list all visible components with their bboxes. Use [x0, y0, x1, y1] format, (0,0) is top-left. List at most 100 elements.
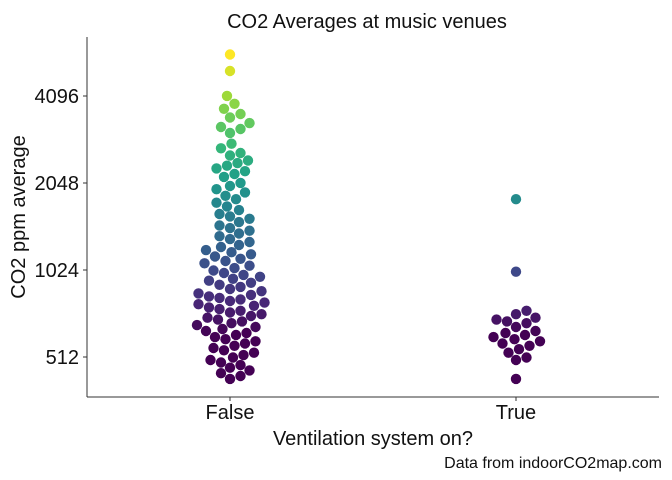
data-point	[500, 327, 511, 339]
data-point	[221, 201, 233, 212]
data-point	[235, 147, 246, 159]
data-point	[224, 283, 236, 295]
data-point	[224, 295, 236, 307]
data-point	[220, 255, 231, 267]
data-point	[250, 321, 261, 333]
data-point	[212, 314, 224, 325]
data-point	[236, 316, 248, 327]
data-point	[229, 340, 240, 351]
data-point	[229, 262, 240, 274]
data-points	[191, 49, 546, 385]
data-point	[510, 309, 522, 320]
data-point	[199, 258, 210, 269]
data-point	[244, 260, 255, 271]
chart-title: CO2 Averages at music venues	[227, 11, 507, 33]
data-point	[214, 279, 225, 290]
x-tick-label: False	[206, 402, 255, 424]
data-point	[221, 160, 233, 171]
data-point	[211, 184, 222, 195]
x-axis: False True	[87, 396, 659, 424]
data-point	[530, 325, 541, 337]
data-point	[235, 123, 246, 135]
data-point	[218, 267, 230, 279]
data-point	[534, 336, 546, 347]
data-point	[244, 365, 255, 376]
data-point	[203, 275, 215, 286]
y-tick-label: 4096	[35, 86, 80, 108]
data-point	[224, 373, 236, 385]
data-point	[238, 349, 249, 361]
data-point	[513, 344, 525, 355]
data-point	[224, 112, 236, 123]
data-point	[242, 155, 254, 166]
data-point	[226, 247, 237, 258]
data-point	[203, 302, 215, 313]
data-point	[215, 357, 227, 368]
data-point	[224, 307, 236, 318]
data-point	[235, 281, 246, 293]
data-point	[221, 90, 233, 102]
data-point	[521, 352, 532, 363]
data-point	[211, 197, 222, 208]
data-point	[230, 329, 242, 341]
data-point	[214, 208, 225, 220]
data-point	[510, 194, 522, 205]
data-point	[235, 253, 246, 264]
data-point	[238, 269, 249, 281]
data-point	[239, 166, 251, 177]
data-point	[521, 305, 532, 316]
data-point	[519, 329, 531, 341]
x-tick-label: True	[496, 402, 536, 424]
data-point	[235, 177, 246, 189]
data-point	[215, 368, 227, 379]
y-axis-label: CO2 ppm average	[8, 135, 30, 298]
data-point	[245, 289, 257, 301]
data-point	[233, 239, 245, 251]
data-point	[510, 266, 522, 277]
data-point	[233, 228, 245, 239]
data-point	[248, 300, 260, 311]
data-point	[224, 65, 236, 77]
data-point	[211, 163, 222, 174]
data-point	[226, 138, 237, 149]
data-point	[239, 187, 251, 198]
data-point	[202, 312, 213, 323]
data-point	[235, 108, 246, 120]
data-point	[191, 319, 203, 331]
data-point	[227, 352, 239, 363]
data-point	[200, 244, 212, 256]
data-point	[227, 273, 239, 284]
data-point	[209, 331, 221, 343]
data-point	[230, 194, 242, 205]
data-point	[501, 316, 513, 327]
data-point	[244, 236, 255, 248]
data-point	[241, 327, 252, 339]
data-point	[510, 354, 522, 366]
data-point	[215, 241, 227, 253]
data-point	[208, 342, 219, 354]
data-point	[220, 334, 231, 345]
data-point	[224, 362, 236, 373]
data-point	[224, 150, 236, 161]
data-point	[256, 286, 267, 297]
data-point	[224, 49, 236, 60]
data-point	[524, 340, 535, 351]
data-point	[224, 180, 236, 192]
data-point	[235, 370, 246, 382]
data-point	[214, 220, 225, 231]
data-point	[510, 321, 522, 333]
data-point	[218, 171, 230, 183]
data-point	[214, 231, 225, 242]
data-point	[215, 143, 227, 154]
data-point	[244, 225, 255, 236]
y-tick-label: 1024	[35, 260, 80, 282]
data-point	[503, 347, 514, 358]
data-point	[256, 309, 267, 320]
x-ticks: False True	[206, 397, 536, 424]
y-axis: 512 1024 2048 4096	[35, 37, 88, 397]
data-point	[491, 314, 502, 325]
data-point	[220, 190, 231, 201]
data-point	[214, 292, 225, 304]
data-point	[259, 297, 270, 308]
